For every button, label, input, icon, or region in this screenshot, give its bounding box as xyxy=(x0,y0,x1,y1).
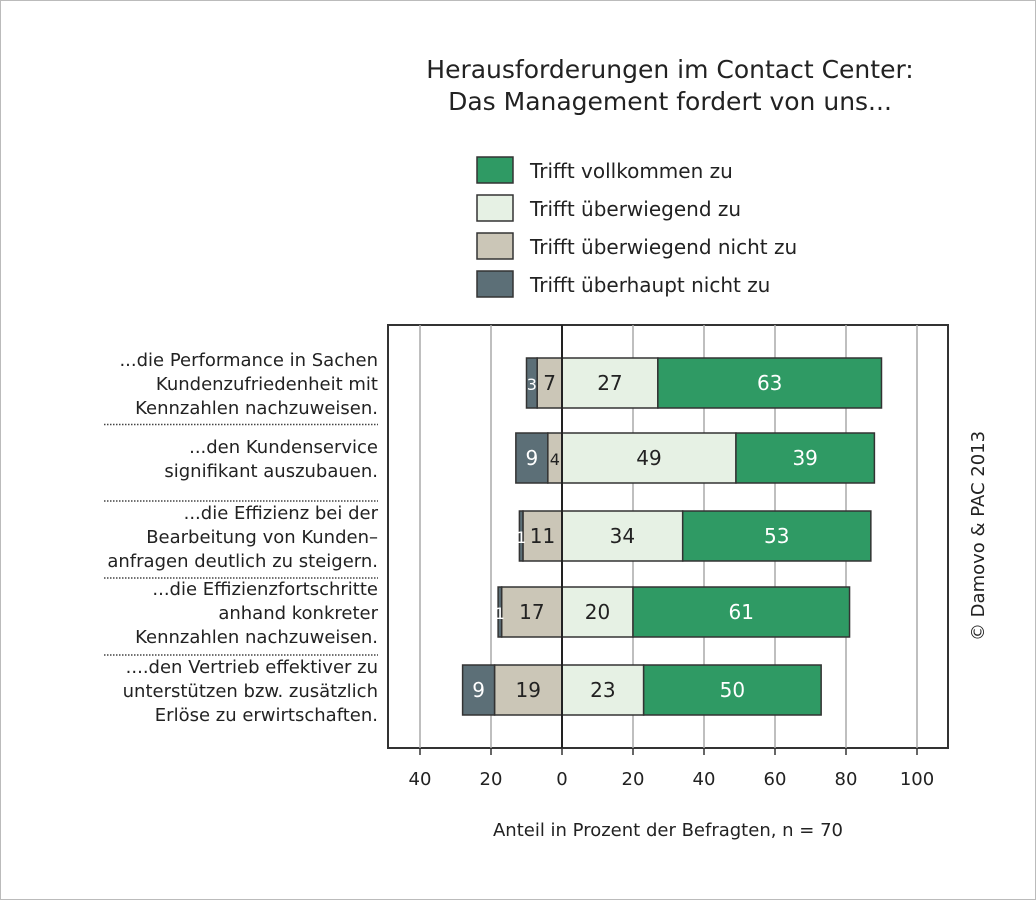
category-label-line: Erlöse zu erwirtschaften. xyxy=(155,705,378,726)
legend-label: Trifft überwiegend zu xyxy=(529,197,741,221)
bar-value-label: 27 xyxy=(597,371,622,395)
bar-value-label: 34 xyxy=(610,524,635,548)
x-tick-label: 40 xyxy=(693,769,716,790)
bar-segment xyxy=(536,357,563,409)
bar-value-label: 53 xyxy=(764,524,789,548)
x-tick-label: 100 xyxy=(900,769,934,790)
bar-segment xyxy=(735,432,876,484)
bar-segment xyxy=(497,586,503,638)
legend-label: Trifft überhaupt nicht zu xyxy=(529,273,770,297)
bar-segment xyxy=(561,357,659,409)
bar-value-label: 49 xyxy=(636,446,661,470)
category-label-line: signifikant auszubauen. xyxy=(164,461,378,482)
chart-title-line: Herausforderungen im Contact Center: xyxy=(426,55,913,84)
legend-swatch xyxy=(476,270,514,298)
x-tick-label: 20 xyxy=(480,769,503,790)
legend-label: Trifft überwiegend nicht zu xyxy=(529,235,797,259)
bar-segment xyxy=(515,432,549,484)
x-tick-label: 80 xyxy=(835,769,858,790)
category-label-line: ....den Vertrieb effektiver zu xyxy=(126,657,378,678)
bar-segment xyxy=(561,510,684,562)
category-label-line: ...die Performance in Sachen xyxy=(119,350,378,371)
bar-value-label: 1 xyxy=(516,528,526,547)
x-tick-label: 0 xyxy=(556,769,567,790)
chart-title-line: Das Management fordert von uns... xyxy=(448,87,892,116)
legend-label: Trifft vollkommen zu xyxy=(529,159,733,183)
bar-value-label: 11 xyxy=(530,524,555,548)
bar-value-label: 1 xyxy=(495,604,505,623)
bar-segment xyxy=(461,664,496,716)
category-label-line: unterstützen bzw. zusätzlich xyxy=(123,681,378,702)
bar-value-label: 61 xyxy=(729,600,754,624)
copyright-text: © Damovo & PAC 2013 xyxy=(968,431,989,641)
bar-segment xyxy=(518,510,524,562)
category-label-line: anhand konkreter xyxy=(218,603,378,624)
category-label-line: Bearbeitung von Kunden– xyxy=(146,527,378,548)
x-axis-label: Anteil in Prozent der Befragten, n = 70 xyxy=(493,820,843,841)
x-tick-label: 60 xyxy=(764,769,787,790)
category-label-line: Kennzahlen nachzuweisen. xyxy=(135,398,378,419)
bar-segment xyxy=(525,357,538,409)
legend-swatch xyxy=(476,232,514,260)
bar-value-label: 23 xyxy=(590,678,615,702)
bar-segment xyxy=(493,664,563,716)
category-label-line: ...den Kundenservice xyxy=(189,437,378,458)
x-tick-label: 20 xyxy=(622,769,645,790)
category-label-line: Kennzahlen nachzuweisen. xyxy=(135,627,378,648)
bar-segment xyxy=(681,510,872,562)
bar-value-label: 3 xyxy=(527,375,537,394)
legend-swatch xyxy=(476,156,514,184)
bar-value-label: 9 xyxy=(472,678,485,702)
category-label-line: Kundenzufriedenheit mit xyxy=(156,374,378,395)
x-tick-label: 40 xyxy=(409,769,432,790)
bar-segment xyxy=(657,357,883,409)
category-label-line: anfragen deutlich zu steigern. xyxy=(107,551,378,572)
bar-value-label: 7 xyxy=(543,371,556,395)
bar-value-label: 39 xyxy=(792,446,817,470)
bar-segment xyxy=(632,586,851,638)
bar-value-label: 50 xyxy=(720,678,745,702)
category-label-line: ...die Effizienz bei der xyxy=(184,503,379,524)
bar-segment xyxy=(561,586,634,638)
bar-value-label: 17 xyxy=(519,600,544,624)
bar-value-label: 9 xyxy=(525,446,538,470)
bar-value-label: 20 xyxy=(585,600,610,624)
bar-value-label: 19 xyxy=(516,678,541,702)
bar-value-label: 63 xyxy=(757,371,782,395)
bar-value-label: 4 xyxy=(550,450,560,469)
category-label-line: ...die Effizienzfortschritte xyxy=(152,579,378,600)
bar-segment xyxy=(642,664,822,716)
legend-swatch xyxy=(476,194,514,222)
